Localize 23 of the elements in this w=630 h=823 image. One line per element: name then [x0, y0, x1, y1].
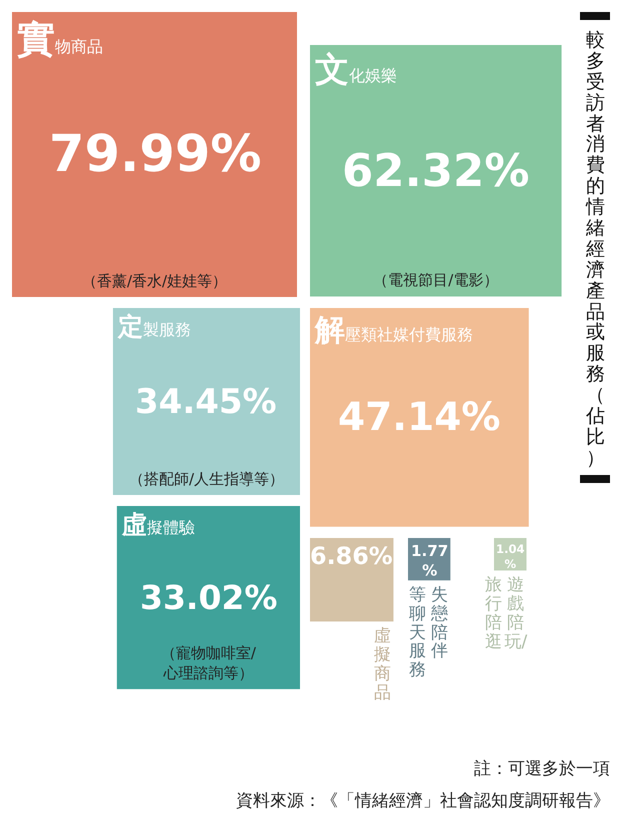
data-label: 79.99% [49, 125, 262, 184]
text: （寵物咖啡室/心理諮詢等） [160, 644, 257, 684]
source-note: 資料來源：《「情緒經濟」社會認知度調研報告》 [236, 791, 610, 811]
category-label: 失戀陪伴等聊天服務 [408, 585, 448, 680]
data-label: 34.45% [135, 382, 277, 422]
data-label: 1.04% [496, 542, 525, 572]
category-label: 文化娛樂 [315, 49, 397, 92]
chart-title: 較多受訪者消費的情緒經濟產品或服務（佔比） [586, 29, 605, 469]
category-label: 定製服務 [118, 311, 191, 343]
category-label: 虛擬體驗 [122, 509, 195, 541]
text: （香薰/香水/娃娃等） [80, 272, 228, 291]
data-label: 6.86% [310, 542, 393, 570]
category-label: 實物商品 [17, 16, 103, 63]
data-label: 1.77% [411, 542, 448, 580]
data-label: 47.14% [338, 395, 500, 440]
text: 註：可選多於一項 [474, 759, 610, 779]
data-label: 33.02% [140, 578, 278, 617]
text: （電視節目/電影） [372, 271, 500, 291]
category-label: 遊戲陪玩/旅行陪逛 [485, 575, 528, 652]
category-label: 虛擬商品 [372, 626, 392, 703]
category-label: 解壓類社媒付費服務 [315, 312, 473, 350]
data-label: 62.32% [342, 144, 530, 197]
text: （搭配師/人生指導等） [128, 470, 285, 490]
